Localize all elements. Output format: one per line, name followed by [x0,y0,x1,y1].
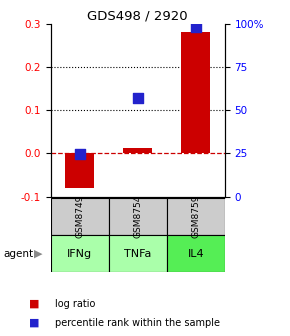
Bar [123,148,152,153]
Bar [181,32,210,153]
Text: percentile rank within the sample: percentile rank within the sample [55,318,220,328]
Bar [109,235,167,272]
Text: GSM8749: GSM8749 [75,195,84,239]
Text: ■: ■ [29,299,39,309]
Point [193,24,198,30]
Title: GDS498 / 2920: GDS498 / 2920 [88,9,188,23]
Point [77,152,82,157]
Bar [51,198,109,235]
Text: GSM8759: GSM8759 [191,195,200,239]
Point [135,95,140,100]
Text: ▶: ▶ [34,249,42,259]
Text: log ratio: log ratio [55,299,95,309]
Bar [167,198,225,235]
Text: IL4: IL4 [187,249,204,259]
Bar [65,153,94,188]
Text: IFNg: IFNg [67,249,92,259]
Bar [109,198,167,235]
Text: GSM8754: GSM8754 [133,195,142,239]
Bar [167,235,225,272]
Text: ■: ■ [29,318,39,328]
Text: TNFa: TNFa [124,249,151,259]
Bar [51,235,109,272]
Text: agent: agent [3,249,33,259]
